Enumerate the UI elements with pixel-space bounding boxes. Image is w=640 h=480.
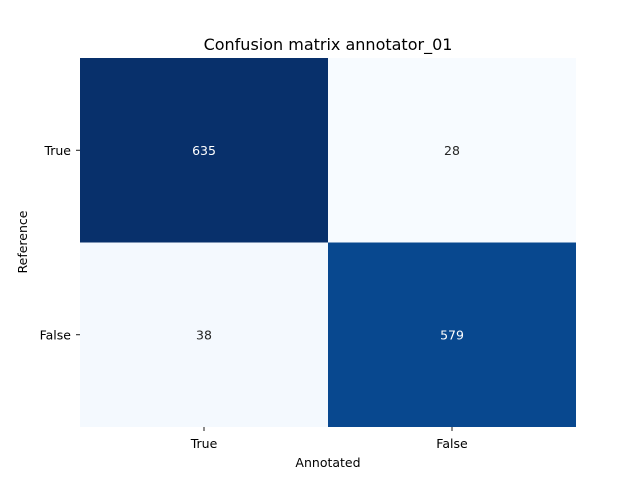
- chart-title: Confusion matrix annotator_01: [204, 35, 453, 55]
- x-tick-label-1: False: [436, 436, 468, 451]
- y-axis-label: Reference: [15, 210, 30, 273]
- y-axis-ticks: True False: [40, 143, 80, 342]
- x-tick-label-0: True: [190, 436, 218, 451]
- cell-value-label-0-0: 635: [192, 143, 216, 158]
- y-tick-label-1: False: [40, 327, 72, 342]
- y-tick-label-0: True: [43, 143, 71, 158]
- heatmap-cell-labels: 635 28 38 579: [192, 143, 464, 343]
- heatmap-cell-1-0: [80, 242, 328, 427]
- x-axis-label: Annotated: [295, 455, 360, 470]
- x-axis-ticks: True False: [190, 427, 468, 451]
- heatmap-cells: [80, 58, 576, 427]
- cell-value-label-0-1: 28: [444, 143, 460, 158]
- heatmap-cell-0-0: [80, 58, 328, 243]
- cell-value-label-1-0: 38: [196, 327, 212, 342]
- cell-value-label-1-1: 579: [440, 327, 464, 342]
- heatmap-cell-0-1: [328, 58, 576, 243]
- heatmap-cell-1-1: [328, 242, 576, 427]
